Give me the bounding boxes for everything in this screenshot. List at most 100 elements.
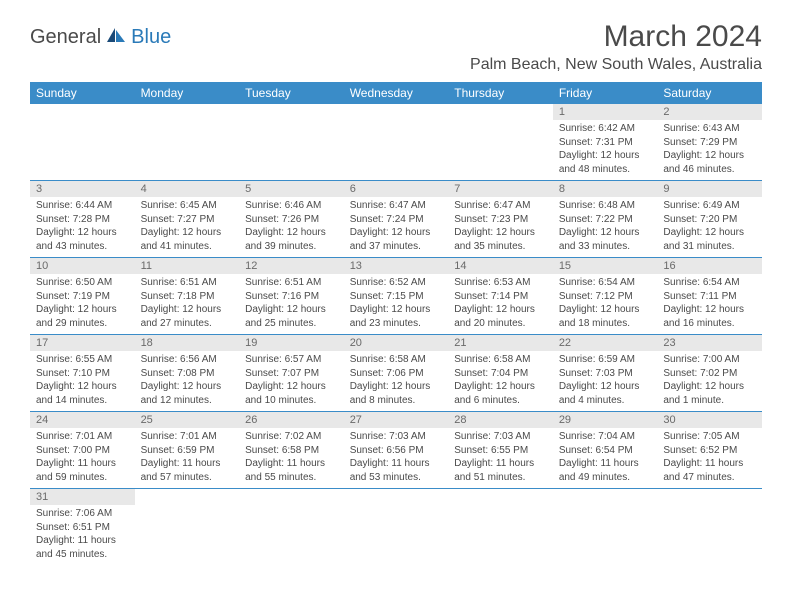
day-number-cell: 22 (553, 335, 658, 352)
sunrise-line: Sunrise: 6:54 AM (663, 276, 756, 290)
daylight-line: Daylight: 11 hours and 55 minutes. (245, 457, 338, 484)
daylight-line: Daylight: 11 hours and 59 minutes. (36, 457, 129, 484)
day-header: Monday (135, 82, 240, 104)
day-header: Thursday (448, 82, 553, 104)
sunrise-line: Sunrise: 6:47 AM (454, 199, 547, 213)
week-daynum-row: 10111213141516 (30, 258, 762, 275)
sunrise-line: Sunrise: 7:04 AM (559, 430, 652, 444)
daylight-line: Daylight: 12 hours and 16 minutes. (663, 303, 756, 330)
sunrise-line: Sunrise: 7:06 AM (36, 507, 129, 521)
sunset-line: Sunset: 6:56 PM (350, 444, 443, 458)
sunrise-line: Sunrise: 6:58 AM (350, 353, 443, 367)
day-content-cell (30, 120, 135, 181)
day-number-cell: 6 (344, 181, 449, 198)
daylight-line: Daylight: 11 hours and 49 minutes. (559, 457, 652, 484)
day-number-cell: 8 (553, 181, 658, 198)
sunset-line: Sunset: 7:29 PM (663, 136, 756, 150)
day-content-cell: Sunrise: 6:45 AMSunset: 7:27 PMDaylight:… (135, 197, 240, 258)
day-content-cell: Sunrise: 7:02 AMSunset: 6:58 PMDaylight:… (239, 428, 344, 489)
day-number-cell (239, 489, 344, 506)
day-content-cell: Sunrise: 6:42 AMSunset: 7:31 PMDaylight:… (553, 120, 658, 181)
week-daynum-row: 12 (30, 104, 762, 120)
sunset-line: Sunset: 6:58 PM (245, 444, 338, 458)
daylight-line: Daylight: 11 hours and 57 minutes. (141, 457, 234, 484)
daylight-line: Daylight: 12 hours and 6 minutes. (454, 380, 547, 407)
day-content-cell: Sunrise: 6:54 AMSunset: 7:12 PMDaylight:… (553, 274, 658, 335)
day-number-cell: 17 (30, 335, 135, 352)
day-content-cell (657, 505, 762, 565)
week-content-row: Sunrise: 7:06 AMSunset: 6:51 PMDaylight:… (30, 505, 762, 565)
daylight-line: Daylight: 12 hours and 20 minutes. (454, 303, 547, 330)
sunrise-line: Sunrise: 6:53 AM (454, 276, 547, 290)
day-number-cell: 28 (448, 412, 553, 429)
sunset-line: Sunset: 7:31 PM (559, 136, 652, 150)
sunrise-line: Sunrise: 7:00 AM (663, 353, 756, 367)
sunset-line: Sunset: 7:16 PM (245, 290, 338, 304)
day-content-cell: Sunrise: 6:59 AMSunset: 7:03 PMDaylight:… (553, 351, 658, 412)
day-number-cell: 12 (239, 258, 344, 275)
sunset-line: Sunset: 6:52 PM (663, 444, 756, 458)
sunset-line: Sunset: 7:23 PM (454, 213, 547, 227)
sunset-line: Sunset: 7:04 PM (454, 367, 547, 381)
day-header: Sunday (30, 82, 135, 104)
day-content-cell: Sunrise: 6:55 AMSunset: 7:10 PMDaylight:… (30, 351, 135, 412)
day-header: Friday (553, 82, 658, 104)
day-number-cell: 16 (657, 258, 762, 275)
day-number-cell: 2 (657, 104, 762, 120)
day-content-cell: Sunrise: 6:48 AMSunset: 7:22 PMDaylight:… (553, 197, 658, 258)
week-daynum-row: 24252627282930 (30, 412, 762, 429)
daylight-line: Daylight: 12 hours and 41 minutes. (141, 226, 234, 253)
week-content-row: Sunrise: 6:50 AMSunset: 7:19 PMDaylight:… (30, 274, 762, 335)
sunset-line: Sunset: 7:18 PM (141, 290, 234, 304)
sunrise-line: Sunrise: 6:59 AM (559, 353, 652, 367)
day-content-cell: Sunrise: 6:50 AMSunset: 7:19 PMDaylight:… (30, 274, 135, 335)
day-number-cell (30, 104, 135, 120)
sunrise-line: Sunrise: 7:01 AM (141, 430, 234, 444)
sunrise-line: Sunrise: 6:50 AM (36, 276, 129, 290)
day-number-cell: 14 (448, 258, 553, 275)
sunrise-line: Sunrise: 6:42 AM (559, 122, 652, 136)
day-content-cell: Sunrise: 7:03 AMSunset: 6:55 PMDaylight:… (448, 428, 553, 489)
day-number-cell: 3 (30, 181, 135, 198)
sail-icon (105, 26, 127, 49)
daylight-line: Daylight: 12 hours and 14 minutes. (36, 380, 129, 407)
sunset-line: Sunset: 7:15 PM (350, 290, 443, 304)
daylight-line: Daylight: 11 hours and 51 minutes. (454, 457, 547, 484)
day-content-cell: Sunrise: 6:56 AMSunset: 7:08 PMDaylight:… (135, 351, 240, 412)
day-number-cell (344, 104, 449, 120)
day-number-cell: 25 (135, 412, 240, 429)
sunset-line: Sunset: 7:08 PM (141, 367, 234, 381)
sunrise-line: Sunrise: 6:51 AM (245, 276, 338, 290)
day-number-cell: 26 (239, 412, 344, 429)
day-content-cell: Sunrise: 7:01 AMSunset: 7:00 PMDaylight:… (30, 428, 135, 489)
day-header: Wednesday (344, 82, 449, 104)
day-content-cell: Sunrise: 6:51 AMSunset: 7:18 PMDaylight:… (135, 274, 240, 335)
day-number-cell (135, 104, 240, 120)
day-content-cell (239, 505, 344, 565)
day-number-cell: 10 (30, 258, 135, 275)
sunset-line: Sunset: 7:07 PM (245, 367, 338, 381)
daylight-line: Daylight: 12 hours and 39 minutes. (245, 226, 338, 253)
day-content-cell (344, 120, 449, 181)
day-number-cell (448, 489, 553, 506)
day-number-cell (448, 104, 553, 120)
week-content-row: Sunrise: 7:01 AMSunset: 7:00 PMDaylight:… (30, 428, 762, 489)
day-number-cell: 21 (448, 335, 553, 352)
sunrise-line: Sunrise: 7:05 AM (663, 430, 756, 444)
sunset-line: Sunset: 7:14 PM (454, 290, 547, 304)
sunrise-line: Sunrise: 7:01 AM (36, 430, 129, 444)
day-content-cell: Sunrise: 7:05 AMSunset: 6:52 PMDaylight:… (657, 428, 762, 489)
sunrise-line: Sunrise: 6:43 AM (663, 122, 756, 136)
daylight-line: Daylight: 12 hours and 18 minutes. (559, 303, 652, 330)
sunset-line: Sunset: 7:03 PM (559, 367, 652, 381)
day-content-cell: Sunrise: 6:53 AMSunset: 7:14 PMDaylight:… (448, 274, 553, 335)
sunset-line: Sunset: 6:55 PM (454, 444, 547, 458)
day-header-row: Sunday Monday Tuesday Wednesday Thursday… (30, 82, 762, 104)
day-number-cell: 11 (135, 258, 240, 275)
daylight-line: Daylight: 11 hours and 45 minutes. (36, 534, 129, 561)
day-content-cell (553, 505, 658, 565)
day-content-cell (135, 505, 240, 565)
location-text: Palm Beach, New South Wales, Australia (470, 56, 762, 74)
sunrise-line: Sunrise: 7:02 AM (245, 430, 338, 444)
day-content-cell: Sunrise: 6:47 AMSunset: 7:24 PMDaylight:… (344, 197, 449, 258)
